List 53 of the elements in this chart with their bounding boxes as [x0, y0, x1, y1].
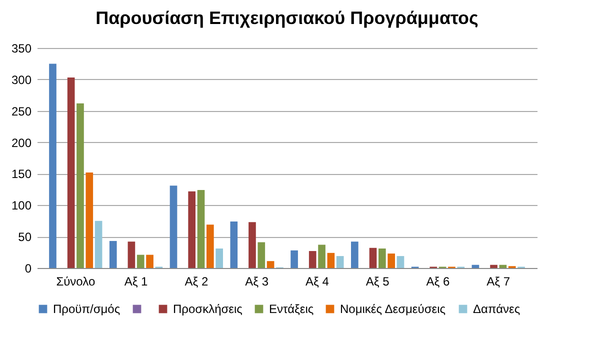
- y-tick-label: 0: [24, 262, 32, 276]
- bar: [248, 222, 256, 268]
- bar: [76, 103, 84, 268]
- bar: [472, 264, 480, 268]
- x-tick-label: Αξ 6: [426, 274, 450, 288]
- bar: [308, 251, 316, 268]
- bar: [109, 240, 117, 268]
- bar: [336, 256, 344, 268]
- bar: [146, 254, 154, 268]
- x-tick-label: Αξ 1: [124, 274, 148, 288]
- bar: [369, 248, 377, 268]
- bar: [94, 220, 102, 268]
- bar: [351, 242, 358, 268]
- bar: [499, 264, 507, 268]
- bar: [388, 254, 395, 268]
- bar: [170, 186, 178, 268]
- y-tick-label: 250: [11, 104, 32, 118]
- legend-label: Προϋπ/σμός: [53, 302, 120, 316]
- bar: [396, 256, 404, 268]
- bar: [490, 264, 498, 268]
- chart-title: Παρουσίαση Επιχειρησιακού Προγράμματος: [96, 8, 478, 28]
- x-tick-label: Σύνολο: [56, 274, 96, 288]
- legend-label: Προσκλήσεις: [173, 302, 243, 316]
- bar: [49, 64, 56, 268]
- legend-label: Δαπάνες: [473, 302, 520, 316]
- bar: [327, 252, 335, 268]
- bar: [290, 250, 298, 268]
- bar: [258, 242, 266, 268]
- bar: [266, 261, 274, 268]
- x-tick-label: Αξ 7: [486, 274, 510, 288]
- x-tick-label: Αξ 3: [245, 274, 269, 288]
- bar: [136, 254, 144, 268]
- y-tick-label: 100: [11, 198, 32, 213]
- bar: [86, 172, 94, 268]
- legend-label: Εντάξεις: [269, 302, 314, 316]
- x-tick-label: Αξ 5: [366, 274, 390, 288]
- bar: [378, 248, 386, 268]
- x-tick-label: Αξ 4: [306, 274, 330, 288]
- legend-label: Νομικές Δεσμεύσεις: [340, 302, 446, 316]
- bar: [230, 221, 238, 268]
- y-tick-label: 150: [11, 167, 32, 182]
- y-tick-label: 300: [11, 72, 32, 87]
- bar: [128, 242, 136, 268]
- bar: [197, 190, 205, 268]
- bar: [318, 244, 326, 268]
- x-tick-label: Αξ 2: [184, 274, 208, 288]
- bar: [67, 78, 75, 268]
- bar: [206, 224, 214, 268]
- y-tick-label: 50: [18, 230, 32, 244]
- y-tick-label: 200: [11, 136, 32, 150]
- bar: [188, 191, 196, 268]
- bar: [216, 248, 223, 268]
- y-tick-label: 350: [11, 42, 32, 56]
